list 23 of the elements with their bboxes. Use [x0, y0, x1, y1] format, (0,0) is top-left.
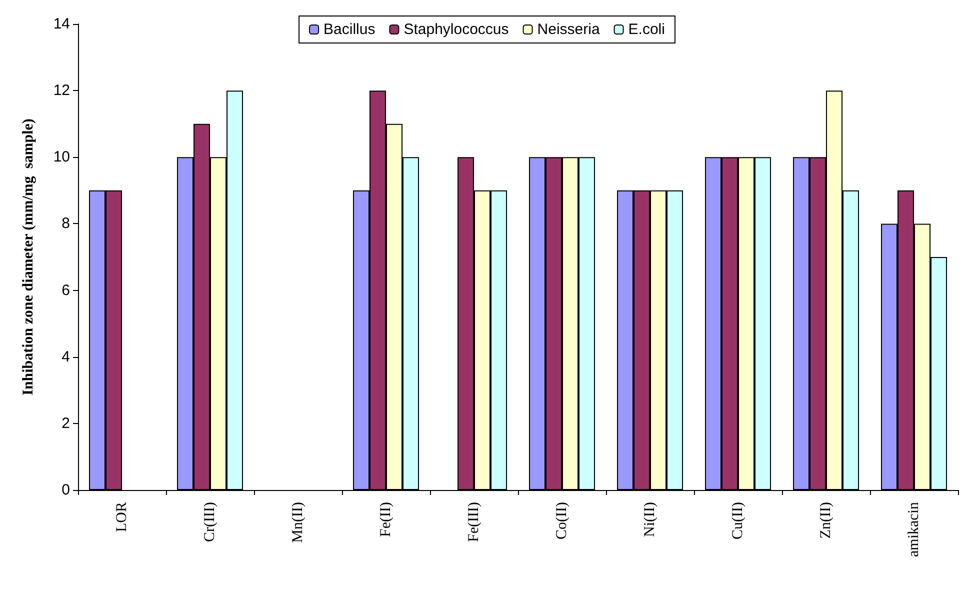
legend-label: Bacillus — [324, 21, 376, 38]
y-axis-title: Inhibation zone diameter (mm/mg sample) — [20, 118, 36, 396]
legend-label: E.coli — [628, 21, 665, 38]
y-tick-label: 2 — [62, 414, 70, 432]
x-tick-label: Mn(II) — [290, 502, 306, 543]
x-tick-label: Zn(II) — [818, 502, 834, 539]
legend-label: Staphylococcus — [404, 21, 509, 38]
x-tick-label: Co(II) — [554, 502, 570, 540]
x-tick-label: Ni(II) — [642, 502, 658, 537]
y-tick-label: 10 — [53, 148, 70, 166]
y-tick-label: 12 — [53, 82, 70, 100]
x-tick-label: Cu(II) — [730, 502, 746, 540]
y-tick-label: 6 — [62, 282, 70, 299]
y-tick-label: 8 — [62, 215, 70, 232]
x-tick-label: amikacin — [906, 502, 922, 557]
y-tick-label: 14 — [53, 16, 70, 32]
y-tick-label: 0 — [62, 482, 70, 498]
y-tick-label: 4 — [62, 348, 70, 366]
legend-label: Neisseria — [537, 21, 600, 38]
x-tick-label: Fe(III) — [466, 502, 482, 542]
x-tick-label: Fe(II) — [378, 502, 394, 537]
x-tick-label: LOR — [114, 502, 130, 532]
x-tick-label: Cr(III) — [202, 502, 218, 542]
